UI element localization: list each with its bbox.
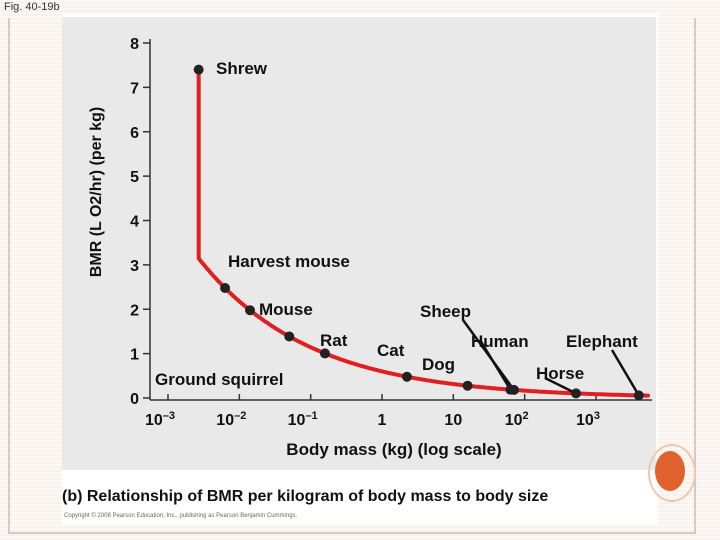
copyright-notice: Copyright © 2008 Pearson Education, Inc.… [64,513,298,519]
x-tick-exponent: –3 [163,410,175,422]
frame-left-line [8,18,10,533]
data-point-mouse [245,305,256,316]
x-tick-label: 10–1 [288,410,318,429]
x-tick-label: 102 [505,410,529,429]
data-label-cat: Cat [377,341,405,360]
chart-label-layer: Shrew Harvest mouse Mouse Rat Ground squirre… [155,59,638,389]
data-point-dog [462,380,473,391]
x-tick-label: 103 [576,410,600,429]
chart-leader-layer [461,319,640,397]
y-tick-label: 3 [130,258,139,275]
y-tick-label: 8 [130,36,139,53]
y-tick-label: 2 [130,302,139,319]
x-tick-label: 10–2 [216,410,246,429]
y-tick-label: 6 [130,125,139,142]
y-tick-label: 1 [130,347,139,364]
data-label-sheep: Sheep [420,302,471,321]
leader-line [544,376,577,395]
leader-line [610,349,640,397]
frame-right-line [694,18,696,533]
data-point-harvest-mouse [220,283,231,294]
x-tick-label: 10 [444,412,462,429]
x-tick-exponent: 3 [594,410,600,422]
data-point-rat [319,348,330,359]
y-tick-label: 7 [130,80,139,97]
figure-reference: Fig. 40-19b [4,1,60,13]
frame-bottom-line [8,532,696,534]
x-tick-exponent: 2 [523,410,529,422]
data-label-human: Human [471,332,529,351]
decorative-ring [648,444,696,502]
data-label-ground-squirrel: Ground squirrel [155,370,283,389]
data-point-sheep [508,384,519,395]
decorative-orange-circle [655,451,685,491]
x-tick-exponent: –1 [305,410,317,422]
data-point-elephant [633,390,644,401]
data-point-cat [401,371,412,382]
data-label-shrew: Shrew [216,59,268,78]
figure-caption: (b) Relationship of BMR per kilogram of … [62,488,549,505]
data-point-horse [571,388,582,399]
leader-line [461,319,515,391]
chart-point-layer [193,64,644,401]
x-tick-exponent: –2 [234,410,246,422]
y-tick-label: 5 [130,169,139,186]
y-tick-label: 4 [130,214,139,231]
data-label-mouse: Mouse [259,300,313,319]
data-label-dog: Dog [422,355,455,374]
x-tick-label: 1 [378,412,387,429]
data-point-ground-squirrel [284,331,295,342]
data-label-elephant: Elephant [566,332,638,351]
x-axis-title: Body mass (kg) (log scale) [286,440,501,459]
y-tick-label: 0 [130,391,139,408]
data-label-harvest-mouse: Harvest mouse [228,252,350,271]
x-tick-label: 10–3 [145,410,175,429]
data-point-shrew [193,64,204,75]
chart-axes: 0 1 2 3 4 5 6 7 8 10–3 10–2 10–1 1 10 102 103 [130,36,652,429]
data-label-horse: Horse [536,364,584,383]
y-axis-title: BMR (L O2/hr) (per kg) [88,107,105,277]
data-label-rat: Rat [320,331,348,350]
